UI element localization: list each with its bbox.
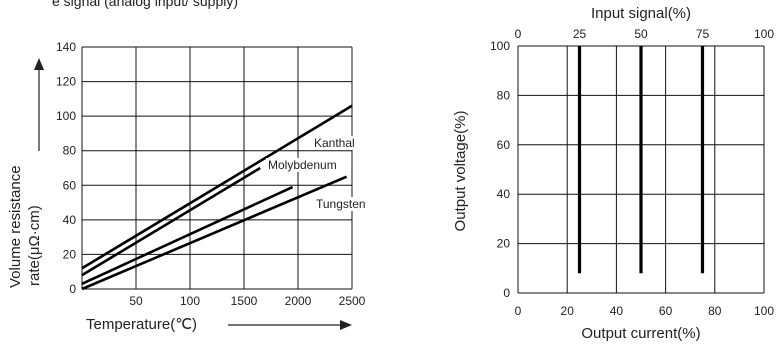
- resistance-chart-x-label: Temperature(℃): [86, 316, 197, 333]
- signal-chart: 0 20 40 60 80 100 0 20 40 60 80 100 0 25 50 75 100 Out…: [452, 5, 774, 342]
- y-tick-label: 40: [63, 213, 77, 227]
- x-tick-label: 50: [129, 294, 143, 308]
- y-tick-label: 20: [497, 237, 511, 251]
- x-tick-label: 100: [754, 304, 774, 318]
- series-label-bg: [312, 136, 357, 150]
- signal-chart-y-label: Output voltage(%): [452, 111, 469, 232]
- series-label-tungsten: Tungsten: [316, 197, 366, 211]
- x-tick-label: 1500: [231, 294, 258, 308]
- series-line-unlabeled: [81, 185, 294, 285]
- top-tick-label: 75: [696, 27, 710, 41]
- signal-chart-x-ticks: 0 20 40 60 80 100: [515, 304, 775, 318]
- resistance-chart-x-ticks: 50 100 1500 2000 2500: [129, 294, 365, 308]
- series-label-bg: [314, 197, 368, 211]
- x-arrow-head: [340, 320, 352, 330]
- resistance-chart-series-labels: Kanthal Molybdenum Tungsten: [266, 136, 368, 211]
- y-arrow-head: [34, 58, 44, 70]
- y-tick-label: 140: [56, 40, 76, 54]
- top-clipped-text: e signal (analog input/ supply): [52, 0, 238, 9]
- top-tick-label: 50: [634, 27, 648, 41]
- x-tick-label: 2000: [285, 294, 312, 308]
- signal-chart-x-label: Output current(%): [581, 325, 700, 342]
- y-tick-label: 120: [56, 75, 76, 89]
- x-tick-label: 100: [180, 294, 200, 308]
- top-tick-label: 0: [515, 27, 522, 41]
- x-tick-label: 60: [659, 304, 673, 318]
- y-tick-label: 80: [63, 144, 77, 158]
- y-tick-label: 0: [69, 282, 76, 296]
- series-label-molybdenum: Molybdenum: [268, 158, 337, 172]
- series-label-kanthal: Kanthal: [314, 136, 355, 150]
- series-line-tungsten: [81, 175, 348, 291]
- y-tick-label: 40: [497, 187, 511, 201]
- x-tick-label: 20: [561, 304, 575, 318]
- resistance-chart-y-label-line1: Volume resistance: [7, 165, 24, 288]
- x-tick-label: 2500: [339, 294, 366, 308]
- y-tick-label: 100: [56, 109, 76, 123]
- resistance-chart-lines: [81, 104, 353, 291]
- series-line-molybdenum: [81, 166, 261, 277]
- signal-chart-y-ticks: 0 20 40 60 80 100: [490, 39, 510, 300]
- x-tick-label: 80: [708, 304, 722, 318]
- resistance-chart-y-ticks: 0 20 40 60 80 100 120 140: [56, 40, 76, 296]
- series-line-kanthal: [81, 104, 353, 270]
- top-tick-label: 100: [754, 27, 774, 41]
- y-tick-label: 60: [497, 138, 511, 152]
- signal-chart-lines: [577, 46, 705, 274]
- y-tick-label: 0: [503, 286, 510, 300]
- x-tick-label: 40: [610, 304, 624, 318]
- y-tick-label: 20: [63, 247, 77, 261]
- series-label-bg: [266, 158, 339, 172]
- resistance-chart: 0 20 40 60 80 100 120 140 50 100 1500 2000 2500 Kan…: [7, 40, 368, 333]
- top-tick-label: 25: [573, 27, 587, 41]
- signal-chart-top-ticks: 0 25 50 75 100: [515, 27, 775, 41]
- resistance-chart-y-label-line2: rate(μΩ·cm): [26, 205, 43, 286]
- signal-chart-top-label: Input signal(%): [591, 5, 691, 22]
- x-tick-label: 0: [515, 304, 522, 318]
- y-tick-label: 80: [497, 88, 511, 102]
- y-tick-label: 60: [63, 178, 77, 192]
- y-tick-label: 100: [490, 39, 510, 53]
